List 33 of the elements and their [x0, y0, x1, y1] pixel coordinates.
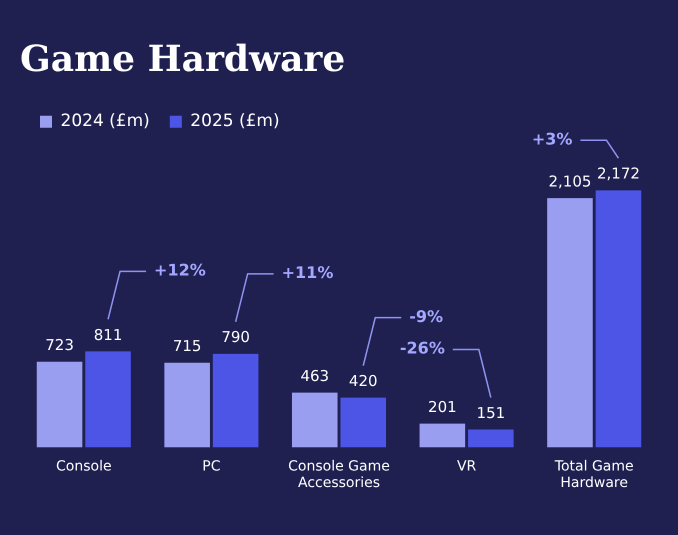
text: +3% — [532, 129, 572, 148]
bar — [85, 351, 131, 448]
annotation: +11% — [282, 263, 334, 282]
legend-label: 2025 (£m) — [190, 111, 280, 132]
annotation: -26% — [400, 338, 445, 358]
x-tick-label: PC — [202, 458, 221, 474]
data-label: 2,172 — [596, 164, 640, 183]
annotation: -9% — [409, 306, 444, 326]
data-label: 790 — [221, 328, 250, 346]
bar — [292, 392, 338, 448]
bar — [547, 198, 593, 448]
bar — [212, 354, 258, 448]
bar — [340, 398, 386, 448]
data-label: 463 — [300, 366, 330, 385]
chart-title: Game Hardware — [20, 38, 346, 80]
x-tick-label: Console — [56, 458, 112, 474]
data-label: 420 — [348, 372, 378, 390]
data-label: 151 — [476, 404, 506, 422]
bar — [36, 362, 82, 448]
bar — [164, 362, 210, 448]
data-label: 723 — [45, 336, 74, 354]
bar — [468, 430, 514, 448]
x-tick-label: VR — [456, 458, 477, 474]
bar — [596, 190, 642, 448]
data-label: 201 — [428, 398, 457, 416]
x-tick-label: Console Game Accessories — [288, 458, 390, 492]
legend-label: 2024 (£m) — [60, 111, 150, 132]
bar — [420, 424, 466, 448]
data-label: 2,105 — [548, 172, 592, 191]
data-label: 715 — [172, 337, 202, 356]
x-tick-label: Total Game Hardware — [554, 458, 634, 492]
data-label: 811 — [94, 326, 122, 344]
annotation: +12% — [154, 260, 206, 280]
